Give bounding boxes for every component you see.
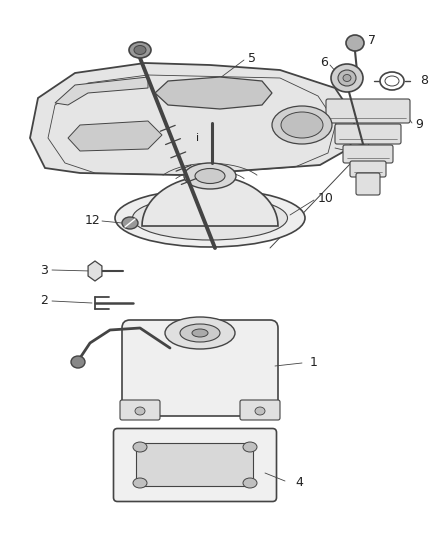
FancyBboxPatch shape xyxy=(343,145,393,163)
Text: 6: 6 xyxy=(320,56,328,69)
Text: 2: 2 xyxy=(40,295,48,308)
Ellipse shape xyxy=(165,317,235,349)
Polygon shape xyxy=(142,176,278,226)
Ellipse shape xyxy=(133,196,287,240)
Text: 11: 11 xyxy=(360,149,376,161)
Ellipse shape xyxy=(195,168,225,183)
Ellipse shape xyxy=(343,75,351,82)
Ellipse shape xyxy=(272,106,332,144)
Ellipse shape xyxy=(133,442,147,452)
Text: 4: 4 xyxy=(295,477,303,489)
Text: 7: 7 xyxy=(368,34,376,46)
FancyBboxPatch shape xyxy=(113,429,276,502)
FancyBboxPatch shape xyxy=(335,124,401,144)
Ellipse shape xyxy=(331,64,363,92)
FancyBboxPatch shape xyxy=(356,173,380,195)
Ellipse shape xyxy=(281,112,323,138)
Ellipse shape xyxy=(180,324,220,342)
Ellipse shape xyxy=(134,45,146,54)
Polygon shape xyxy=(68,121,162,151)
Ellipse shape xyxy=(184,163,236,189)
Text: 12: 12 xyxy=(85,214,101,227)
FancyBboxPatch shape xyxy=(137,443,254,487)
Text: 1: 1 xyxy=(310,357,318,369)
Polygon shape xyxy=(55,77,148,105)
FancyBboxPatch shape xyxy=(122,320,278,416)
Text: 10: 10 xyxy=(318,191,334,205)
FancyBboxPatch shape xyxy=(120,400,160,420)
FancyBboxPatch shape xyxy=(350,161,386,177)
Text: 9: 9 xyxy=(415,118,423,132)
Ellipse shape xyxy=(243,442,257,452)
Ellipse shape xyxy=(338,70,356,86)
Ellipse shape xyxy=(255,407,265,415)
FancyBboxPatch shape xyxy=(240,400,280,420)
Ellipse shape xyxy=(122,217,138,229)
Text: i: i xyxy=(196,133,200,143)
Ellipse shape xyxy=(243,478,257,488)
Ellipse shape xyxy=(71,356,85,368)
Ellipse shape xyxy=(129,42,151,58)
Ellipse shape xyxy=(135,407,145,415)
Text: 8: 8 xyxy=(420,75,428,87)
Ellipse shape xyxy=(133,478,147,488)
Ellipse shape xyxy=(346,35,364,51)
Polygon shape xyxy=(155,77,272,109)
Text: 5: 5 xyxy=(248,52,256,64)
Ellipse shape xyxy=(115,189,305,247)
Text: 3: 3 xyxy=(40,263,48,277)
Ellipse shape xyxy=(192,329,208,337)
FancyBboxPatch shape xyxy=(326,99,410,123)
Polygon shape xyxy=(30,63,355,175)
Polygon shape xyxy=(88,261,102,281)
